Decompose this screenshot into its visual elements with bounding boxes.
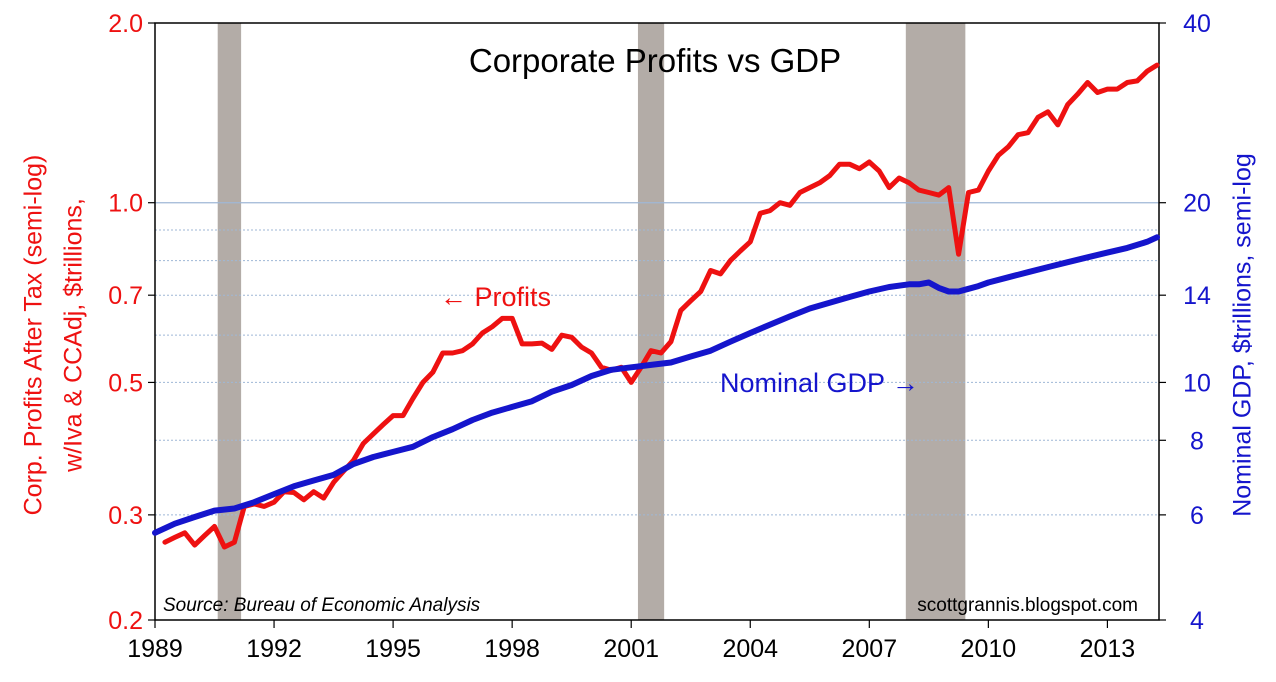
x-tick-label: 1995 bbox=[365, 635, 421, 663]
left-tick-label: 0.7 bbox=[108, 282, 143, 310]
right-tick-label: 10 bbox=[1183, 369, 1211, 397]
left-tick-label: 1.0 bbox=[108, 190, 143, 218]
recession-band-3 bbox=[905, 23, 966, 620]
recession-bands bbox=[217, 23, 966, 620]
x-tick-label: 2013 bbox=[1080, 635, 1136, 663]
recession-band-1 bbox=[217, 23, 242, 620]
left-axis-label: Corp. Profits After Tax (semi-log) bbox=[19, 154, 48, 516]
x-tick-label: 1989 bbox=[127, 635, 183, 663]
plot-frame bbox=[154, 22, 1160, 621]
left-tick-label: 2.0 bbox=[108, 10, 143, 38]
right-tick-label: 4 bbox=[1190, 607, 1204, 635]
chart-title: Corporate Profits vs GDP bbox=[469, 42, 841, 79]
profits-annotation: ← Profits bbox=[440, 282, 551, 312]
x-tick-label: 2004 bbox=[722, 635, 778, 663]
profits-line bbox=[162, 62, 1160, 550]
x-tick-label: 2007 bbox=[841, 635, 897, 663]
x-axis: 1989 1992 1995 1998 2001 2004 2007 2010 2013 bbox=[127, 620, 1135, 663]
right-tick-label: 20 bbox=[1183, 190, 1211, 218]
x-tick-label: 2001 bbox=[603, 635, 659, 663]
right-tick-label: 14 bbox=[1183, 282, 1211, 310]
gridlines bbox=[155, 202, 1159, 516]
left-tick-label: 0.2 bbox=[108, 607, 143, 635]
right-axis-label: Nominal GDP, $trillions, semi-log bbox=[1228, 153, 1257, 517]
right-tick-label: 8 bbox=[1190, 427, 1204, 455]
right-tick-label: 6 bbox=[1190, 502, 1204, 530]
recession-band-2 bbox=[637, 23, 665, 620]
left-axis-label-2: w/Iva & CCAdj, $trillions, bbox=[59, 198, 88, 472]
watermark: scottgrannis.blogspot.com bbox=[917, 595, 1138, 616]
x-tick-label: 1992 bbox=[246, 635, 302, 663]
left-tick-label: 0.5 bbox=[108, 369, 143, 397]
x-tick-label: 2010 bbox=[961, 635, 1017, 663]
x-tick-label: 1998 bbox=[484, 635, 540, 663]
gdp-annotation: Nominal GDP → bbox=[720, 368, 919, 398]
left-y-axis: 2.0 1.0 0.7 0.5 0.3 0.2 bbox=[108, 10, 155, 635]
left-axis-label-line2: w/Iva & CCAdj, $trillions, bbox=[59, 198, 88, 472]
nominal-gdp-line bbox=[152, 234, 1160, 536]
left-tick-label: 0.3 bbox=[108, 502, 143, 530]
left-axis-label-line1: Corp. Profits After Tax (semi-log) bbox=[19, 154, 48, 516]
right-y-axis: 40 20 14 10 8 6 4 bbox=[1159, 10, 1211, 635]
source-note: Source: Bureau of Economic Analysis bbox=[163, 595, 481, 616]
right-tick-label: 40 bbox=[1183, 10, 1211, 38]
series bbox=[152, 62, 1160, 550]
